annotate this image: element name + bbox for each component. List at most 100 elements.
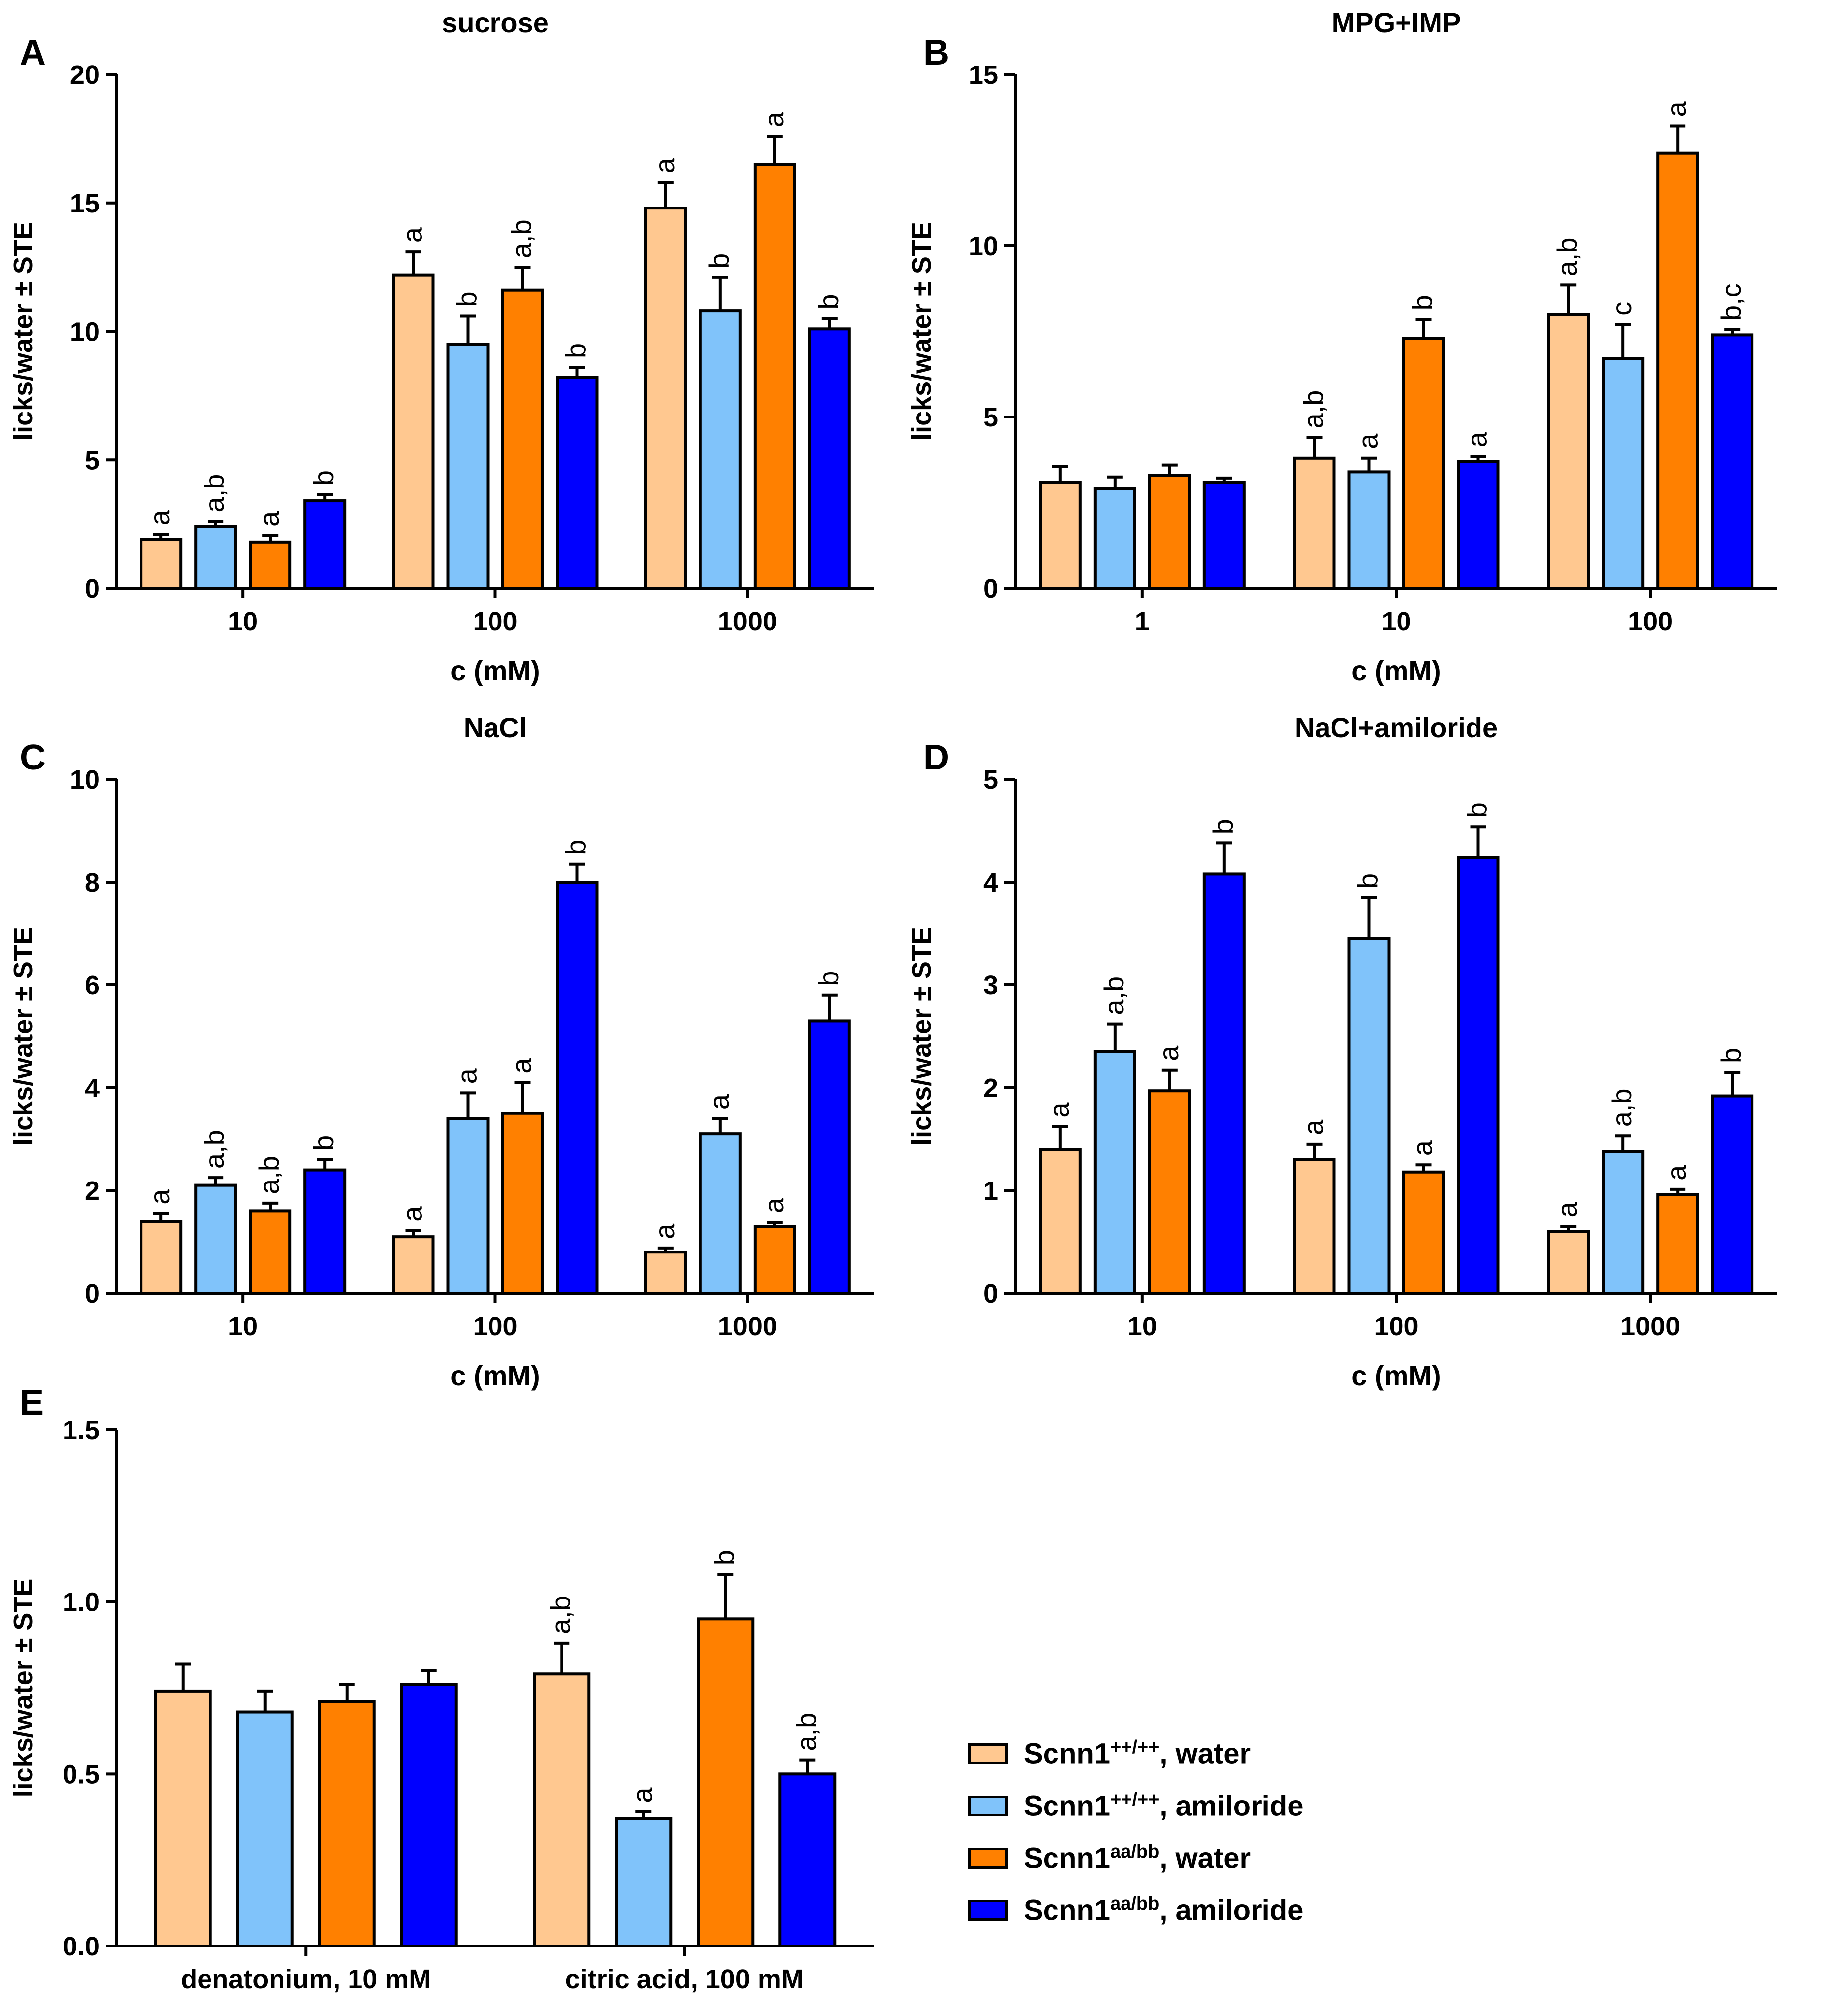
bar	[697, 1617, 755, 1947]
panel-letter: D	[923, 738, 949, 777]
y-tick-label: 0.0	[63, 1932, 100, 1961]
significance-label: a,b	[1098, 976, 1129, 1015]
significance-label: a	[758, 1197, 789, 1213]
x-tick-label: 10	[228, 1312, 258, 1341]
y-axis-label: licks/water ± STE	[8, 1579, 38, 1798]
y-axis-label: licks/water ± STE	[907, 222, 937, 441]
panel-C: C NaCl 0 2 4 6 8 10 licks/water ± STE c (mM) 10 a a,…	[8, 712, 874, 1391]
significance-label: b,c	[1715, 283, 1747, 321]
significance-label: b	[308, 470, 339, 486]
bar	[1293, 1158, 1336, 1295]
y-tick-label: 8	[85, 868, 100, 898]
legend-swatch-ctrl-water	[968, 1743, 1008, 1764]
bar	[140, 1220, 183, 1295]
x-tick-label: 1000	[718, 607, 777, 636]
significance-label: b	[561, 343, 592, 358]
x-axis-label: c (mM)	[1351, 655, 1441, 686]
bar	[400, 1683, 458, 1947]
bar	[1148, 474, 1191, 590]
legend-label-ctrl-water: Scnn1++/++, water	[1024, 1737, 1251, 1770]
significance-label: a,b	[253, 1156, 284, 1194]
bar	[753, 1225, 796, 1295]
significance-label: a	[1352, 433, 1384, 449]
bar	[1093, 1050, 1136, 1295]
y-tick-label: 2	[85, 1176, 100, 1206]
y-tick-label: 10	[969, 231, 998, 261]
y-tick-label: 15	[70, 189, 100, 218]
significance-label: b	[708, 1550, 740, 1565]
bar	[644, 207, 687, 590]
significance-label: b	[1715, 1048, 1747, 1063]
bar	[501, 1112, 544, 1295]
y-tick-label: 10	[70, 317, 100, 347]
x-axis-label: c (mM)	[450, 1360, 540, 1391]
y-axis-label: licks/water ± STE	[8, 927, 38, 1146]
bar	[1402, 1170, 1445, 1295]
y-tick-label: 5	[983, 403, 998, 432]
y-tick-label: 5	[85, 445, 100, 475]
y-tick-label: 15	[969, 60, 998, 90]
panel-B: B MPG+IMP 0 5 10 15 licks/water ± STE c (mM) 1 10…	[907, 7, 1777, 686]
significance-label: a,b	[199, 474, 230, 513]
significance-label: a	[451, 1068, 483, 1084]
bar	[154, 1689, 212, 1947]
y-tick-label: 1	[983, 1176, 998, 1206]
x-tick-label: 100	[1628, 607, 1673, 636]
significance-label: b	[308, 1135, 339, 1151]
significance-label: a	[1153, 1045, 1184, 1061]
bar	[808, 1019, 851, 1295]
x-tick-label: citric acid, 100 mM	[565, 1964, 804, 1994]
significance-label: c	[1606, 302, 1637, 316]
y-tick-label: 0	[983, 1279, 998, 1309]
legend-label-mut-amiloride: Scnn1aa/bb, amiloride	[1024, 1893, 1304, 1927]
panel-D: D NaCl+amiloride 0 1 2 3 4 5 licks/water ± STE c …	[907, 712, 1777, 1391]
bar	[318, 1700, 376, 1948]
legend-label-mut-water: Scnn1aa/bb, water	[1024, 1841, 1251, 1875]
chart-title: MPG+IMP	[1332, 7, 1461, 38]
legend: Scnn1++/++, water Scnn1++/++, amiloride …	[968, 1728, 1415, 1936]
bar	[1656, 1193, 1699, 1295]
bar	[1547, 313, 1590, 590]
significance-label: a	[627, 1787, 658, 1803]
significance-label: b	[813, 294, 844, 309]
y-axis-label: licks/water ± STE	[907, 927, 937, 1146]
significance-label: b	[1352, 873, 1384, 889]
bar	[556, 376, 599, 590]
x-axis-label: c (mM)	[1351, 1360, 1441, 1391]
y-tick-label: 20	[70, 60, 100, 90]
bar	[392, 273, 435, 590]
x-tick-label: 10	[1381, 607, 1411, 636]
x-tick-label: denatonium, 10 mM	[181, 1964, 431, 1994]
chart-title: NaCl+amiloride	[1295, 712, 1498, 743]
bar	[533, 1672, 591, 1947]
legend-swatch-mut-water	[968, 1847, 1008, 1869]
significance-label: a,b	[506, 219, 537, 258]
legend-item-mut-amiloride: Scnn1aa/bb, amiloride	[968, 1884, 1415, 1936]
chart-title: NaCl	[464, 712, 527, 743]
significance-label: a	[1462, 431, 1493, 447]
bar	[1347, 470, 1391, 590]
significance-label: a	[253, 511, 284, 527]
y-tick-label: 0	[85, 574, 100, 604]
significance-label: a	[1407, 1140, 1438, 1156]
bar	[1148, 1089, 1191, 1295]
significance-label: a,b	[545, 1596, 576, 1634]
y-tick-label: 3	[983, 971, 998, 1000]
x-tick-label: 100	[473, 607, 517, 636]
y-tick-label: 4	[983, 868, 998, 898]
y-tick-label: 4	[85, 1073, 100, 1103]
bar	[501, 288, 544, 590]
y-tick-label: 10	[70, 765, 100, 795]
bar	[249, 540, 292, 590]
legend-item-mut-water: Scnn1aa/bb, water	[968, 1832, 1415, 1884]
significance-label: b	[813, 971, 844, 986]
bar	[1457, 460, 1500, 590]
bar	[140, 538, 183, 590]
panel-letter: C	[20, 738, 46, 777]
bar	[1347, 937, 1391, 1295]
bar	[808, 327, 851, 590]
bar	[446, 343, 490, 590]
panel-letter: E	[20, 1383, 44, 1423]
